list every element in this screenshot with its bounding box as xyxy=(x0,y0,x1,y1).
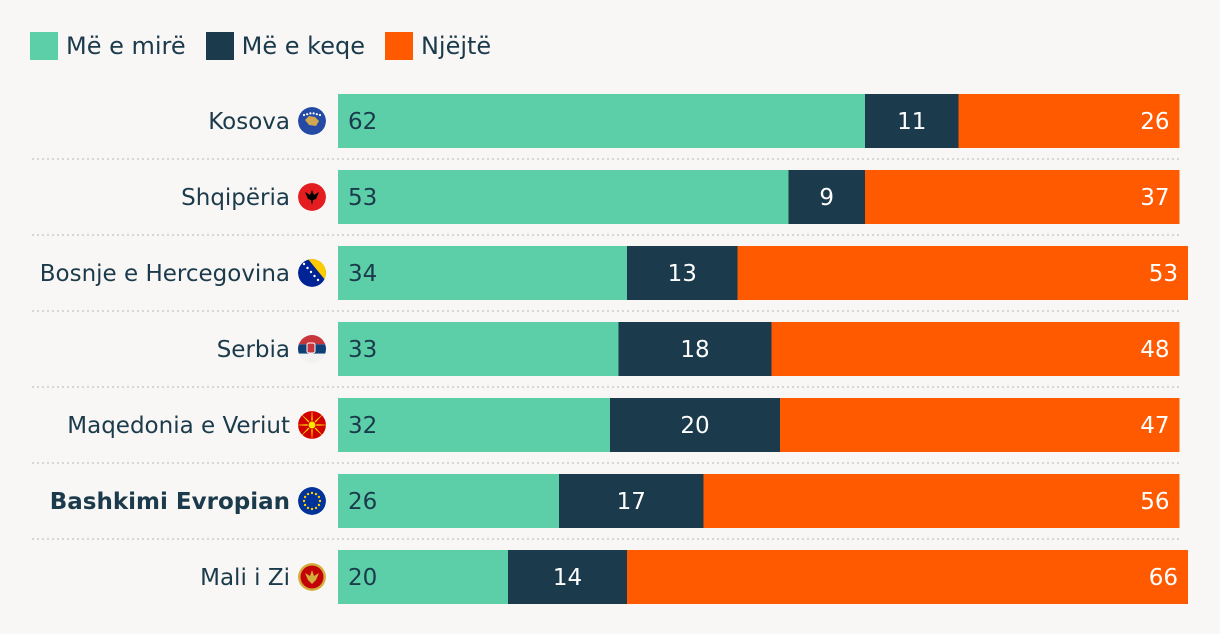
bosnia-flag-icon xyxy=(298,259,326,287)
bar-segment-m-e-mir xyxy=(338,474,559,528)
value-label: 32 xyxy=(348,413,377,439)
value-label: 20 xyxy=(680,413,709,439)
value-label: 9 xyxy=(819,185,834,211)
value-label: 26 xyxy=(1140,109,1169,135)
legend: Më e mirë Më e keqe Njëjtë xyxy=(30,32,511,60)
bar-row-kosova: Kosova 62 11 26 xyxy=(208,94,1180,148)
category-label: Bosnje e Hercegovina xyxy=(40,261,290,287)
bar-segment-m-e-mir xyxy=(338,322,619,376)
value-label: 48 xyxy=(1140,337,1169,363)
bar-segment-m-e-keqe xyxy=(508,550,627,604)
bar-segment-nj-jt xyxy=(780,398,1180,452)
bar-segment-m-e-mir xyxy=(338,550,508,604)
bar-segment-m-e-mir xyxy=(338,398,610,452)
value-label: 47 xyxy=(1140,413,1169,439)
value-label: 37 xyxy=(1140,185,1169,211)
bar-segment-nj-jt xyxy=(627,550,1188,604)
eu-flag-icon xyxy=(298,487,326,515)
serbia-flag-icon xyxy=(298,335,326,363)
bar-segment-m-e-mir xyxy=(338,246,627,300)
value-label: 53 xyxy=(348,185,377,211)
category-label: Serbia xyxy=(217,337,290,363)
bar-row-bashkimi-evropian: Bashkimi Evropian 26 17 56 xyxy=(50,474,1180,528)
legend-item-same: Njëjtë xyxy=(384,32,492,60)
bar-row-serbia: Serbia 33 18 48 xyxy=(217,322,1180,376)
legend-label-worse: Më e keqe xyxy=(241,32,365,60)
value-label: 56 xyxy=(1140,489,1169,515)
value-label: 62 xyxy=(348,109,377,135)
bar-segment-m-e-keqe xyxy=(627,246,738,300)
category-label: Shqipëria xyxy=(181,185,290,211)
legend-label-better: Më e mirë xyxy=(66,32,186,60)
legend-item-worse: Më e keqe xyxy=(205,32,365,60)
bar-row-mali-i-zi: Mali i Zi 20 14 66 xyxy=(200,550,1188,604)
legend-label-same: Njëjtë xyxy=(420,32,492,60)
category-label: Maqedonia e Veriut xyxy=(67,413,290,439)
value-label: 13 xyxy=(668,261,697,287)
legend-item-better: Më e mirë xyxy=(30,32,186,60)
category-label: Mali i Zi xyxy=(200,565,290,591)
bar-row-shqip-ria: Shqipëria 53 9 37 xyxy=(181,170,1180,224)
north-macedonia-flag-icon xyxy=(298,411,326,439)
category-label: Bashkimi Evropian xyxy=(50,489,290,515)
bar-segment-nj-jt xyxy=(865,170,1180,224)
legend-swatch-better xyxy=(30,32,58,60)
bar-segment-nj-jt xyxy=(771,322,1180,376)
bar-segment-m-e-keqe xyxy=(618,322,772,376)
albania-flag-icon xyxy=(298,183,326,211)
bar-segment-m-e-mir xyxy=(338,94,865,148)
category-label: Kosova xyxy=(208,109,290,135)
legend-swatch-worse xyxy=(205,32,234,60)
value-label: 33 xyxy=(348,337,377,363)
value-label: 26 xyxy=(348,489,377,515)
bar-segment-m-e-keqe xyxy=(559,474,704,528)
bar-segment-m-e-keqe xyxy=(788,170,865,224)
bar-row-bosnje-e-hercegovina: Bosnje e Hercegovina 34 13 53 xyxy=(40,246,1188,300)
value-label: 14 xyxy=(553,565,582,591)
legend-swatch-same xyxy=(384,32,413,60)
bar-segment-m-e-keqe xyxy=(865,94,959,148)
value-label: 20 xyxy=(348,565,377,591)
value-label: 18 xyxy=(680,337,709,363)
value-label: 34 xyxy=(348,261,377,287)
value-label: 11 xyxy=(897,109,926,135)
value-label: 66 xyxy=(1149,565,1178,591)
bar-segment-nj-jt xyxy=(737,246,1188,300)
value-label: 17 xyxy=(617,489,646,515)
bar-segment-m-e-keqe xyxy=(610,398,780,452)
montenegro-flag-icon xyxy=(298,563,326,591)
value-label: 53 xyxy=(1149,261,1178,287)
bar-row-maqedonia-e-veriut: Maqedonia e Veriut 32 20 47 xyxy=(67,398,1180,452)
bar-segment-m-e-mir xyxy=(338,170,789,224)
bar-segment-nj-jt xyxy=(958,94,1180,148)
kosovo-flag-icon xyxy=(298,107,326,135)
bar-segment-nj-jt xyxy=(703,474,1180,528)
